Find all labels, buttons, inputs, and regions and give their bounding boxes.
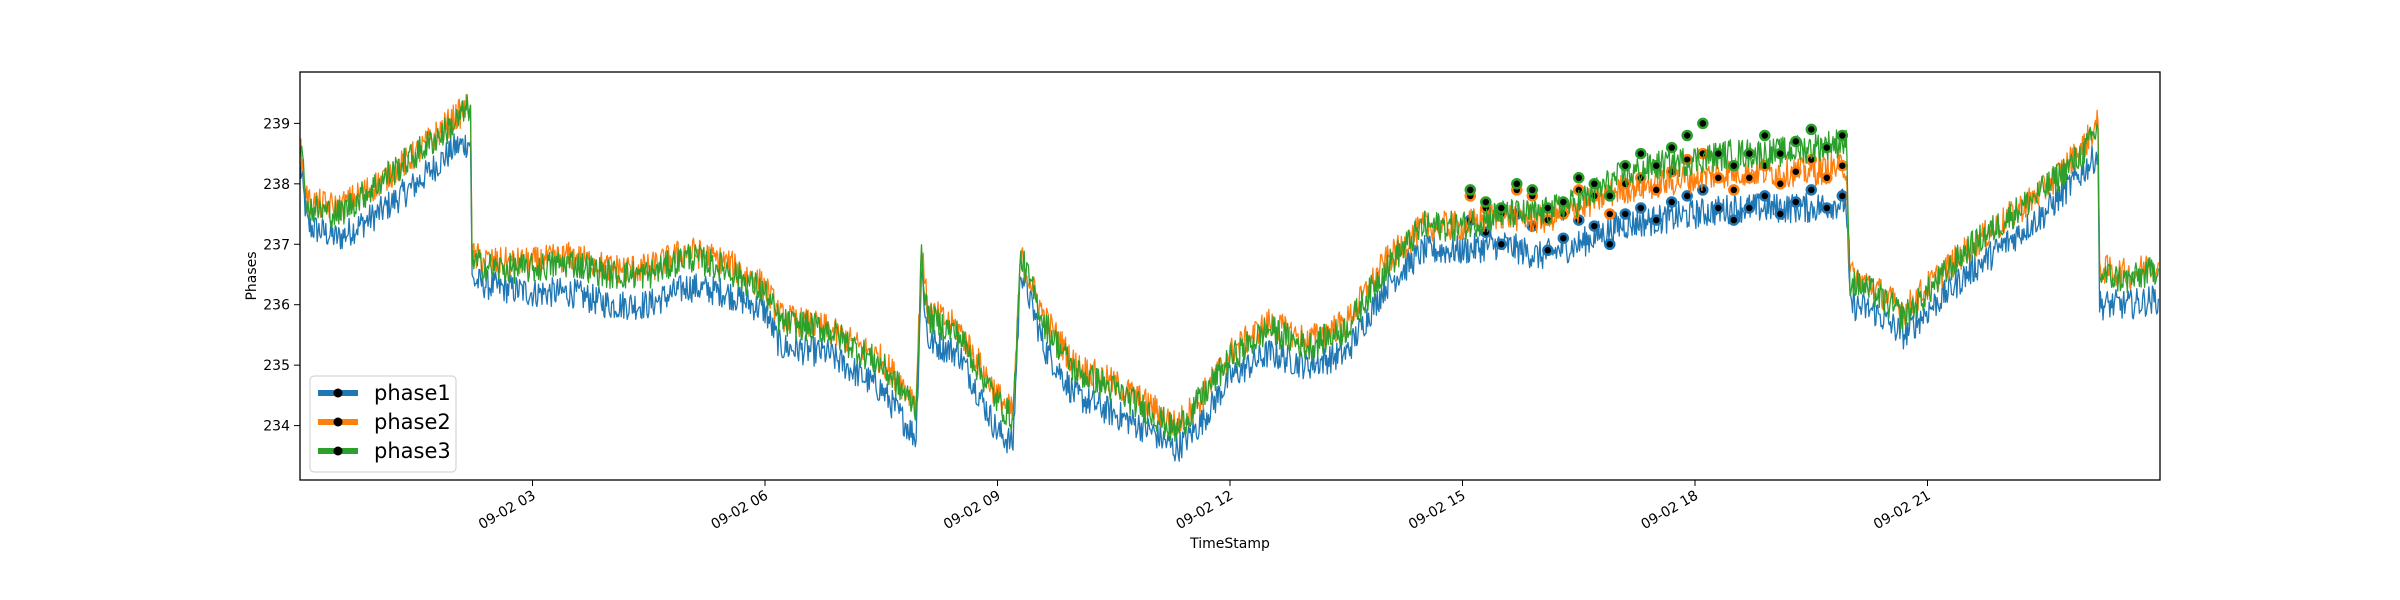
y-tick-label: 238: [263, 177, 290, 193]
marker-phase3: [1526, 184, 1539, 196]
marker-phase1: [1790, 196, 1802, 208]
line-phase3: [299, 94, 2160, 442]
marker-phase1: [1619, 208, 1632, 220]
series-layer: [299, 93, 2160, 462]
marker-phase3: [1774, 147, 1787, 160]
marker-phase1: [1774, 208, 1787, 220]
legend-label-phase3: phase3: [374, 439, 451, 463]
marker-phase3: [1619, 159, 1632, 172]
legend-marker-phase1: [333, 388, 343, 398]
x-axis-title: TimeStamp: [1189, 536, 1270, 552]
marker-phase1: [1557, 232, 1570, 244]
legend-item-phase1: phase1: [318, 381, 451, 405]
marker-phase3: [1650, 159, 1663, 172]
marker-phase3: [1681, 129, 1693, 142]
marker-phase2: [1604, 208, 1616, 220]
marker-phase1: [1759, 190, 1771, 202]
marker-phase1: [1712, 202, 1725, 214]
legend-label-phase1: phase1: [374, 381, 451, 405]
marker-phase1: [1681, 190, 1693, 202]
series-phase1: [299, 133, 2160, 462]
marker-phase1: [1836, 190, 1849, 202]
y-axis-ticks: 234 235 236 237 238 239: [263, 116, 300, 435]
marker-phase3: [1557, 196, 1570, 208]
marker-phase1: [1650, 214, 1663, 226]
marker-phase3: [1573, 172, 1585, 184]
legend-item-phase3: phase3: [318, 439, 451, 463]
marker-phase3: [1743, 147, 1756, 160]
marker-phase3: [1712, 147, 1725, 160]
legend-marker-phase3: [333, 446, 343, 456]
marker-phase2: [1743, 172, 1756, 184]
marker-phase1: [1635, 202, 1647, 214]
marker-phase2: [1650, 184, 1663, 196]
legend-marker-phase2: [333, 417, 343, 427]
marker-phase3: [1728, 159, 1740, 172]
y-tick-label: 234: [263, 419, 290, 435]
marker-phase3: [1495, 202, 1508, 214]
marker-phase1: [1821, 202, 1833, 214]
y-axis-title: Phases: [244, 251, 260, 300]
marker-phase3: [1511, 178, 1523, 190]
legend-label-phase2: phase2: [374, 410, 451, 434]
y-tick-label: 236: [263, 298, 290, 314]
marker-phase1: [1542, 244, 1554, 257]
marker-phase2: [1821, 172, 1833, 184]
marker-phase2: [1712, 172, 1725, 184]
marker-phase3: [1836, 129, 1849, 142]
marker-phase3: [1464, 184, 1477, 196]
series-phase3: [299, 94, 2160, 442]
y-tick-label: 237: [263, 237, 290, 253]
marker-phase3: [1635, 147, 1647, 160]
marker-phase3: [1790, 135, 1802, 148]
y-tick-label: 239: [263, 116, 290, 132]
marker-phase1: [1728, 214, 1740, 226]
marker-phase1: [1743, 202, 1756, 214]
marker-phase2: [1774, 178, 1787, 190]
y-tick-label: 235: [263, 358, 290, 374]
marker-phase2: [1790, 165, 1802, 178]
marker-phase1: [1495, 238, 1508, 251]
marker-phase1: [1665, 196, 1678, 208]
marker-phase3: [1665, 141, 1678, 154]
marker-phase1: [1588, 220, 1601, 232]
marker-phase3: [1588, 178, 1601, 190]
marker-phase1: [1805, 184, 1818, 196]
marker-phase3: [1697, 117, 1709, 130]
legend-item-phase2: phase2: [318, 410, 451, 434]
marker-phase3: [1604, 190, 1616, 202]
marker-phase2: [1836, 159, 1849, 172]
marker-phase3: [1542, 202, 1554, 214]
marker-phase2: [1728, 184, 1740, 196]
marker-phase1: [1604, 238, 1616, 251]
legend: phase1 phase2 phase3: [309, 375, 457, 473]
marker-phase3: [1805, 123, 1818, 136]
marker-phase1: [1697, 184, 1709, 196]
marker-phase3: [1821, 141, 1833, 154]
marker-phase3: [1480, 196, 1492, 208]
marker-phase3: [1759, 129, 1771, 142]
